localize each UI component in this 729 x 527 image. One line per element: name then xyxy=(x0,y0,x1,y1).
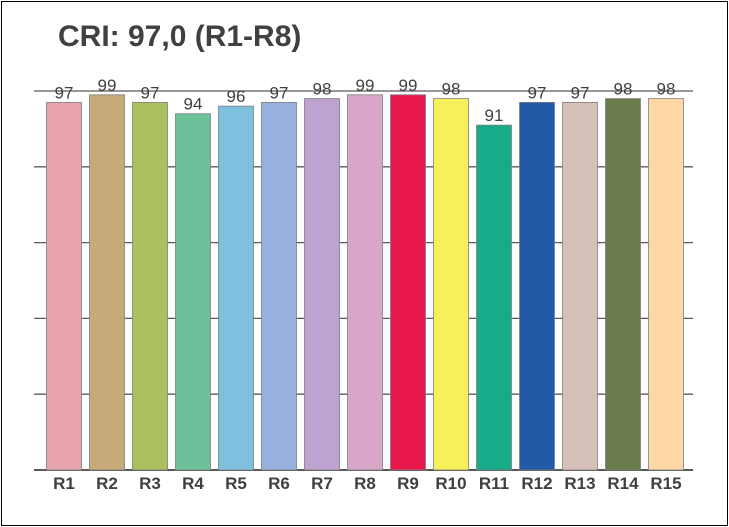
x-tick-r7: R7 xyxy=(311,474,333,493)
value-label-r9: 99 xyxy=(399,76,418,95)
x-tick-r10: R10 xyxy=(435,474,466,493)
x-tick-r14: R14 xyxy=(607,474,639,493)
bar-r15 xyxy=(648,98,684,471)
x-tick-labels: R1 R2 R3 R4 R5 R6 R7 R8 R9 R10 R11 R12 R13 R14 R15 xyxy=(53,474,681,493)
value-label-r5: 96 xyxy=(227,87,246,106)
bar-r13 xyxy=(562,101,598,471)
x-tick-r15: R15 xyxy=(650,474,681,493)
bar-r1 xyxy=(46,101,82,471)
value-label-r11: 91 xyxy=(485,106,504,125)
bar-r7 xyxy=(304,98,340,471)
x-tick-r1: R1 xyxy=(53,474,75,493)
value-label-r6: 97 xyxy=(270,83,289,102)
value-label-r13: 97 xyxy=(571,83,590,102)
bar-r11 xyxy=(476,124,512,471)
value-label-r8: 99 xyxy=(356,76,375,95)
bar-r2 xyxy=(89,94,125,471)
chart-title: CRI: 97,0 (R1-R8) xyxy=(58,20,302,53)
bar-r4 xyxy=(175,113,211,471)
value-label-r4: 94 xyxy=(184,95,203,114)
bar-r12 xyxy=(519,101,555,471)
value-label-r15: 98 xyxy=(657,80,676,99)
bar-r8 xyxy=(347,94,383,471)
x-tick-r4: R4 xyxy=(182,474,204,493)
x-tick-r8: R8 xyxy=(354,474,376,493)
x-tick-r5: R5 xyxy=(225,474,247,493)
x-tick-r2: R2 xyxy=(96,474,118,493)
value-label-r3: 97 xyxy=(141,83,160,102)
bar-r14 xyxy=(605,98,641,471)
value-label-r7: 98 xyxy=(313,80,332,99)
x-tick-r12: R12 xyxy=(521,474,552,493)
bar-r9 xyxy=(390,94,426,471)
value-label-r14: 98 xyxy=(614,80,633,99)
value-label-r2: 99 xyxy=(98,76,117,95)
value-label-r10: 98 xyxy=(442,80,461,99)
bars xyxy=(46,94,684,471)
bar-r6 xyxy=(261,101,297,471)
value-label-r12: 97 xyxy=(528,83,547,102)
bar-r10 xyxy=(433,98,469,471)
bar-r5 xyxy=(218,105,254,471)
x-tick-r11: R11 xyxy=(479,474,509,493)
x-tick-r3: R3 xyxy=(139,474,161,493)
value-labels: 97 99 97 94 96 97 98 99 99 98 91 97 97 98 98 xyxy=(55,76,676,125)
value-label-r1: 97 xyxy=(55,83,74,102)
x-tick-r9: R9 xyxy=(397,474,419,493)
bar-r3 xyxy=(132,101,168,471)
x-tick-r6: R6 xyxy=(268,474,290,493)
x-tick-r13: R13 xyxy=(564,474,595,493)
